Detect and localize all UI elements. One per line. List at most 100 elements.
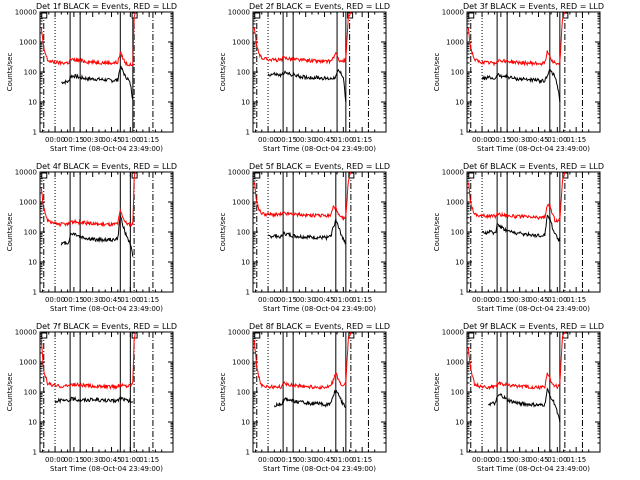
x-tick-label: 01:15 (566, 136, 586, 144)
marker-box (41, 12, 48, 19)
y-tick-label: 1 (33, 129, 37, 137)
marker-box (254, 332, 261, 339)
lld-series-line (467, 331, 566, 391)
y-tick-label: 1000 (232, 39, 250, 47)
y-axis-label: Counts/sec (219, 53, 227, 92)
y-tick-label: 10000 (228, 9, 250, 17)
x-tick-label: 00:30 (296, 456, 316, 464)
x-tick-label: 00:45 (101, 456, 121, 464)
y-axis-label: Counts/sec (219, 213, 227, 252)
y-tick-label: 100 (451, 229, 464, 237)
detector-panel: Det 7f BLACK = Events, RED = LLD 1 10 100 10… (6, 322, 177, 473)
y-tick-label: 10000 (442, 9, 464, 17)
x-axis-label: Start Time (08-Oct-04 23:49:00) (263, 145, 376, 153)
y-tick-label: 1000 (19, 359, 37, 367)
marker-box (562, 12, 569, 19)
x-axis-label: Start Time (08-Oct-04 23:49:00) (263, 305, 376, 313)
y-tick-label: 100 (237, 229, 250, 237)
y-tick-label: 100 (24, 389, 37, 397)
panel-title: Det 8f BLACK = Events, RED = LLD (249, 322, 390, 331)
plot-frame (466, 171, 601, 293)
x-tick-label: 00:00 (472, 136, 492, 144)
y-tick-label: 1 (460, 449, 464, 457)
x-tick-label: 01:00 (547, 136, 567, 144)
x-tick-label: 01:00 (333, 136, 353, 144)
lld-series-line (40, 171, 136, 228)
panel-title: Det 5f BLACK = Events, RED = LLD (249, 162, 390, 171)
x-axis-label: Start Time (08-Oct-04 23:49:00) (477, 305, 590, 313)
y-tick-label: 10000 (15, 169, 37, 177)
x-tick-label: 00:45 (314, 296, 334, 304)
x-tick-label: 00:00 (258, 296, 278, 304)
y-tick-label: 1000 (232, 359, 250, 367)
x-tick-label: 00:00 (258, 136, 278, 144)
events-series-line (268, 217, 346, 245)
detector-panel: Det 4f BLACK = Events, RED = LLD 1 10 100 10… (6, 162, 177, 313)
x-tick-label: 00:45 (528, 456, 548, 464)
x-tick-label: 00:30 (83, 456, 103, 464)
x-tick-label: 00:30 (510, 296, 530, 304)
events-series-line (481, 67, 561, 103)
lld-series-line (467, 11, 566, 67)
x-axis-label: Start Time (08-Oct-04 23:49:00) (50, 305, 163, 313)
x-tick-label: 00:30 (83, 296, 103, 304)
y-tick-label: 100 (237, 69, 250, 77)
x-tick-label: 00:45 (528, 136, 548, 144)
x-tick-label: 00:00 (472, 296, 492, 304)
y-tick-label: 10 (28, 99, 37, 107)
lld-series-line (253, 331, 352, 390)
y-tick-label: 10 (455, 259, 464, 267)
panel-title: Det 3f BLACK = Events, RED = LLD (463, 2, 604, 11)
x-tick-label: 00:15 (491, 456, 511, 464)
x-tick-label: 01:15 (566, 296, 586, 304)
x-tick-label: 01:00 (547, 456, 567, 464)
x-axis-label: Start Time (08-Oct-04 23:49:00) (477, 465, 590, 473)
x-axis-label: Start Time (08-Oct-04 23:49:00) (263, 465, 376, 473)
y-tick-label: 1000 (19, 39, 37, 47)
x-tick-label: 01:00 (333, 296, 353, 304)
plot-frame (466, 331, 601, 453)
x-tick-label: 01:00 (547, 296, 567, 304)
x-tick-label: 01:00 (333, 456, 353, 464)
detector-panel: Det 9f BLACK = Events, RED = LLD 1 10 100 10… (433, 322, 604, 473)
events-series-line (487, 387, 561, 423)
x-tick-label: 00:00 (45, 136, 65, 144)
y-tick-label: 10000 (228, 329, 250, 337)
marker-box (348, 332, 355, 339)
y-tick-label: 1 (246, 449, 250, 457)
marker-box (254, 12, 261, 19)
y-tick-label: 1 (246, 129, 250, 137)
y-tick-label: 10 (241, 99, 250, 107)
x-tick-label: 00:00 (472, 456, 492, 464)
y-tick-label: 10 (455, 99, 464, 107)
y-tick-label: 100 (451, 389, 464, 397)
panel-title: Det 1f BLACK = Events, RED = LLD (36, 2, 177, 11)
x-tick-label: 01:15 (352, 296, 372, 304)
y-tick-label: 10 (28, 259, 37, 267)
lld-series-line (40, 11, 136, 67)
x-axis-label: Start Time (08-Oct-04 23:49:00) (50, 465, 163, 473)
plot-frame (252, 11, 387, 133)
x-tick-label: 00:15 (277, 136, 297, 144)
y-tick-label: 10000 (442, 169, 464, 177)
y-tick-label: 1000 (446, 199, 464, 207)
x-tick-label: 00:45 (314, 456, 334, 464)
panel-title: Det 9f BLACK = Events, RED = LLD (463, 322, 604, 331)
x-tick-label: 00:30 (510, 136, 530, 144)
y-axis-label: Counts/sec (6, 53, 14, 92)
marker-box (348, 172, 355, 179)
x-tick-label: 00:30 (510, 456, 530, 464)
y-tick-label: 10 (241, 259, 250, 267)
x-tick-label: 00:45 (314, 136, 334, 144)
y-tick-label: 10 (28, 419, 37, 427)
x-tick-label: 00:00 (45, 456, 65, 464)
lld-series-line (253, 171, 352, 221)
x-tick-label: 00:30 (296, 296, 316, 304)
y-axis-label: Counts/sec (433, 213, 441, 252)
plot-frame (466, 11, 601, 133)
detector-panel: Det 6f BLACK = Events, RED = LLD 1 10 100 10… (433, 162, 604, 313)
marker-box (41, 172, 48, 179)
marker-box (254, 172, 261, 179)
x-tick-label: 00:15 (64, 456, 84, 464)
lld-series-line (40, 331, 136, 391)
